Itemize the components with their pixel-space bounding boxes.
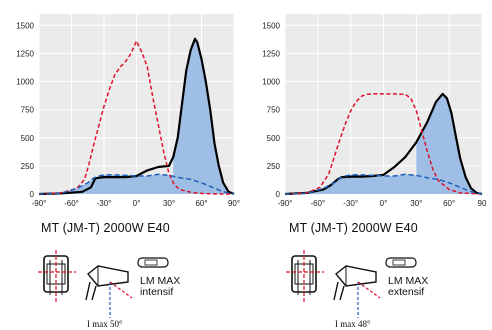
x-tick-label: -60° [64,199,79,208]
y-tick-label: 250 [21,162,35,171]
lm-mode-label: intensif [140,286,174,298]
series-line-black-solid [38,37,235,196]
y-tick-label: 1500 [16,21,34,30]
x-tick-label: 0° [133,199,141,208]
y-tick-label: 250 [267,162,281,171]
intensity-chart-extensif: -90° -60° -30° 0° 30° 60° 90 0 250 500 750 1000 1250… [262,14,487,208]
beam-fill-area [173,38,234,194]
chart-caption: MT (JM-T) 2000W E40 [41,221,170,235]
series-line-blue-dashed-filled [38,173,235,195]
luminaire-front-icon [38,250,76,302]
y-tick-label: 0 [276,190,281,199]
chart-panel-right: -90° -60° -30° 0° 30° 60° 90 0 250 500 750 1000 1250… [246,0,492,330]
x-tick-label: 30° [163,199,175,208]
luminaire-front-icon [286,250,324,302]
imax-label: I max 50° [87,319,123,329]
x-tick-label: 90 [478,199,487,208]
lamp-icon [385,257,417,268]
y-tick-label: 1000 [16,78,34,87]
series-line-red-dashed [38,39,234,195]
chart-caption: MT (JM-T) 2000W E40 [289,221,418,235]
x-tick-label: -90° [32,199,47,208]
y-tick-label: 1250 [16,49,34,58]
lm-max-label: LM MAX [140,275,181,287]
lm-max-label: LM MAX [388,275,429,287]
series-line-blue-dashed-filled [284,173,483,195]
y-tick-label: 1000 [262,78,280,87]
y-tick-label: 1250 [262,49,280,58]
series-line-black-solid [284,92,483,196]
luminaire-section-icon [286,250,417,318]
y-tick-label: 0 [30,190,35,199]
chart-panel-left: -90° -60° -30° 0° 30° 60° 90° 0 250 500 750 1000 125… [16,14,240,329]
y-tick-label: 750 [267,106,281,115]
lm-mode-label: extensif [388,286,425,298]
intensity-chart-intensif: -90° -60° -30° 0° 30° 60° 90° 0 250 500 750 1000 125… [16,14,240,208]
luminaire-side-icon [85,265,133,318]
lamp-icon [137,257,169,268]
x-tick-label: 60° [195,199,207,208]
x-tick-label: 30° [410,199,422,208]
x-tick-label: -30° [97,199,112,208]
imax-label: I max 48° [335,319,371,329]
y-tick-label: 500 [267,134,281,143]
y-tick-label: 1500 [262,21,280,30]
x-tick-label: 60° [443,199,455,208]
x-tick-label: -60° [310,199,325,208]
x-tick-label: 90° [228,199,240,208]
luminaire-side-icon [333,265,381,318]
x-tick-label: -30° [343,199,358,208]
x-tick-label: 0° [380,199,388,208]
y-tick-label: 750 [21,106,35,115]
luminaire-section-icon [38,250,169,318]
y-tick-label: 500 [21,134,35,143]
x-tick-label: -90° [278,199,293,208]
series-line-red-dashed [284,93,483,195]
